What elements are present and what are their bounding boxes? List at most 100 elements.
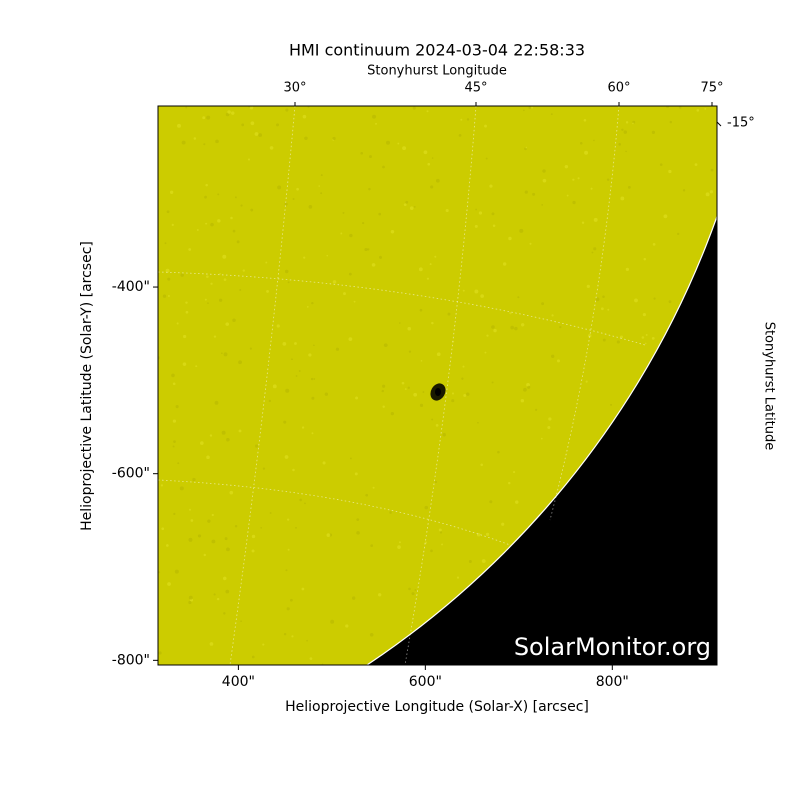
granule: [602, 338, 606, 342]
granule: [176, 322, 179, 325]
granule: [294, 342, 297, 345]
granule: [431, 418, 434, 421]
granule: [411, 592, 415, 596]
granule: [239, 289, 242, 291]
granule: [419, 308, 423, 312]
granule: [286, 607, 290, 611]
granule: [188, 595, 193, 600]
granule: [343, 292, 346, 296]
granule: [226, 437, 230, 442]
granule: [474, 224, 478, 228]
granule: [559, 325, 562, 329]
granule: [231, 111, 235, 115]
granule: [258, 133, 263, 137]
granule: [207, 519, 211, 523]
granule: [167, 277, 171, 281]
granule: [227, 110, 231, 114]
granule: [466, 392, 470, 396]
granule: [369, 633, 374, 637]
granule: [188, 537, 193, 542]
granule: [439, 531, 443, 534]
granule: [577, 177, 580, 180]
granule: [232, 229, 236, 233]
granule: [303, 256, 306, 259]
granule: [478, 211, 483, 215]
granule: [290, 598, 293, 602]
granule: [177, 462, 180, 465]
granule: [313, 344, 315, 347]
granule: [489, 500, 493, 504]
granule: [407, 326, 412, 331]
granule: [508, 481, 511, 485]
granule: [287, 281, 290, 284]
granule: [158, 651, 162, 655]
granule: [213, 593, 216, 596]
granule: [663, 214, 668, 219]
granule: [491, 325, 495, 329]
granule: [308, 353, 312, 357]
granule: [222, 576, 227, 581]
granule: [284, 202, 288, 206]
granule: [240, 204, 243, 207]
granule: [172, 445, 175, 448]
granule: [623, 130, 627, 134]
granule: [214, 400, 219, 405]
granule: [269, 146, 274, 150]
granule: [386, 140, 390, 145]
granule: [523, 109, 525, 112]
top-axis-label: Stonyhurst Longitude: [367, 64, 507, 79]
granule: [348, 337, 353, 342]
granule: [397, 545, 401, 549]
longitude-line: [404, 106, 477, 665]
granule: [349, 457, 352, 460]
granule: [548, 417, 552, 421]
latitude-line: [158, 271, 646, 346]
granule: [190, 519, 194, 522]
granule: [167, 582, 171, 586]
granule: [632, 122, 634, 125]
granule: [419, 403, 424, 408]
granule: [204, 298, 207, 301]
granule: [349, 233, 353, 238]
granule: [659, 163, 663, 166]
granule: [162, 294, 167, 298]
granule: [185, 310, 189, 314]
granule: [213, 335, 217, 338]
granule: [441, 543, 444, 546]
granule: [527, 385, 531, 389]
granule: [382, 405, 385, 408]
granule: [291, 358, 293, 361]
granule: [641, 336, 645, 339]
granule: [542, 178, 547, 183]
granule: [404, 388, 407, 390]
granule: [324, 392, 329, 396]
granule: [193, 137, 197, 140]
granule: [283, 420, 287, 424]
granule: [668, 169, 672, 174]
granule: [458, 134, 462, 137]
granule: [254, 444, 259, 448]
granule: [583, 118, 587, 122]
granule: [311, 301, 314, 305]
granule: [462, 365, 465, 368]
granule: [434, 255, 437, 258]
granule: [407, 386, 410, 389]
granule: [520, 398, 525, 403]
granule: [238, 360, 242, 365]
granule: [520, 323, 525, 327]
granule: [200, 441, 204, 445]
granule: [223, 278, 227, 281]
granule: [332, 136, 336, 141]
granule: [291, 635, 294, 638]
granule: [668, 300, 672, 304]
x-axis-label: Helioprojective Longitude (Solar-X) [arc…: [285, 699, 589, 715]
granule: [621, 128, 624, 131]
granule: [171, 223, 174, 226]
longitude-line: [229, 106, 296, 665]
granule: [345, 624, 349, 628]
granule: [207, 302, 209, 305]
granule: [398, 541, 401, 544]
granule: [591, 251, 594, 254]
granule: [173, 512, 176, 516]
